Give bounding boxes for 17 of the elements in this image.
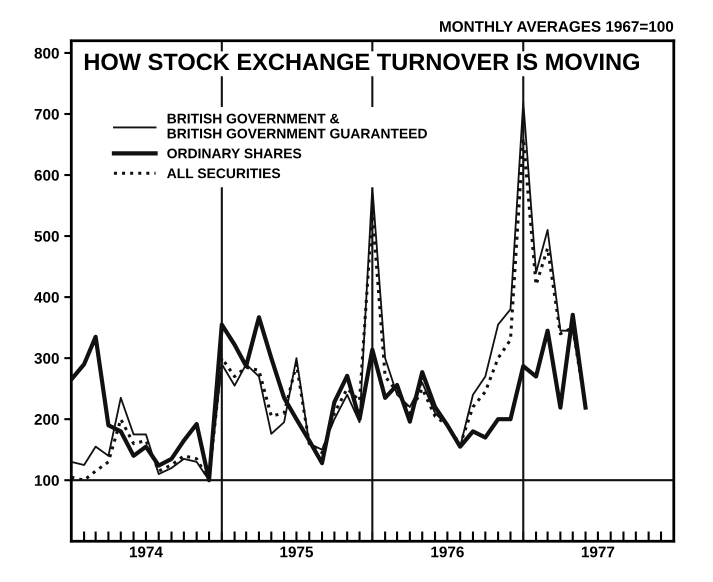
x-tick-label: 1976 [431,546,464,558]
x-tick-label: 1977 [582,546,614,558]
y-tick-label: 500 [34,230,59,242]
y-tick-label: 100 [34,475,59,486]
chart-title: HOW STOCK EXCHANGE TURNOVER IS MOVING [84,53,639,70]
text: MONTHLY AVERAGES 1967=100 [440,21,674,32]
legend-label: BRITISH GOVERNMENT & BRITISH GOVERNMENT GUARANTEED [168,114,427,138]
y-tick-label: 800 [34,48,59,59]
y-tick-label: 300 [34,353,59,364]
y-tick-label: 600 [34,170,59,181]
x-tick-label: 1974 [130,546,163,558]
legend-label: ORDINARY SHARES [167,148,302,158]
x-tick-label: 1975 [280,546,314,558]
y-tick-label: 400 [34,292,59,303]
legend-label: ALL SECURITIES [167,168,280,178]
y-tick-label: 200 [34,414,59,425]
y-tick-label: 700 [34,108,59,120]
